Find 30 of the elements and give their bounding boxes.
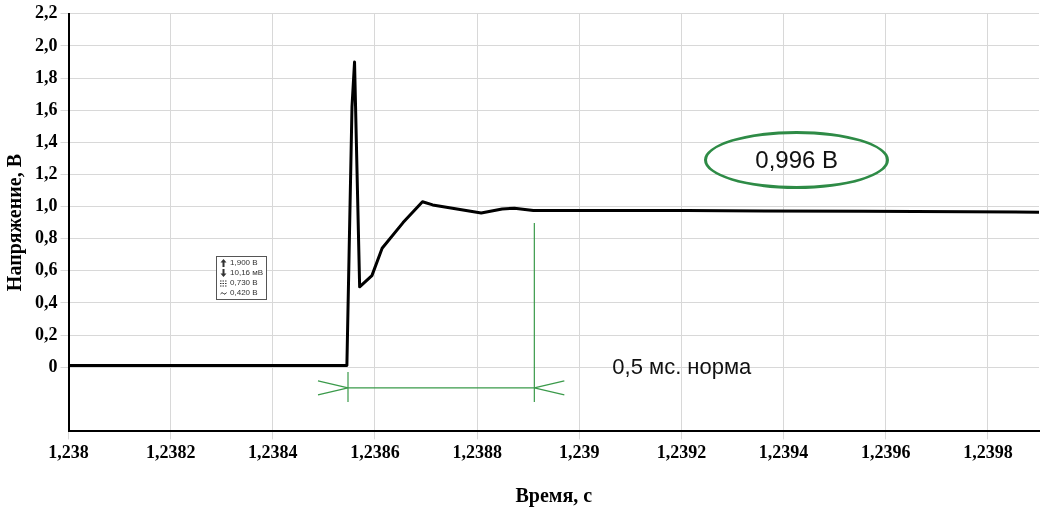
- annotation: 0,420 В: [230, 288, 258, 298]
- y-tick-label: 0,4: [35, 291, 58, 312]
- x-tick-label: 1,238: [48, 441, 89, 462]
- x-tick-label: 1,2394: [758, 441, 809, 462]
- y-tick-label: 1,6: [35, 98, 58, 119]
- x-tick-label: 1,239: [559, 441, 600, 462]
- y-tick-label: 1,2: [35, 163, 58, 184]
- x-tick-label: 1,2386: [350, 441, 400, 462]
- y-tick-label: 0,2: [35, 323, 58, 344]
- annotation: 0,730 В: [230, 278, 258, 288]
- y-tick-label: 0: [48, 355, 58, 376]
- x-tick-label: 1,2396: [861, 441, 911, 462]
- y-tick-label: 2,0: [35, 34, 58, 55]
- y-tick-label: 1,4: [35, 130, 58, 151]
- x-tick-label: 1,2384: [248, 441, 298, 462]
- annotation: 1,900 В: [230, 258, 258, 268]
- y-tick-label: 0,8: [35, 227, 58, 248]
- annotation: 10,16 мВ: [230, 268, 264, 278]
- x-tick-label: 1,2392: [656, 441, 707, 462]
- x-tick-label: 1,2388: [452, 441, 502, 462]
- y-tick-label: 2,2: [35, 2, 58, 23]
- y-tick-label: 0,6: [35, 259, 58, 280]
- y-axis-title: Напряжение, В: [3, 154, 27, 292]
- y-tick-label: 1,8: [35, 66, 58, 87]
- x-tick-label: 1,2382: [145, 441, 196, 462]
- ellipse-outline: 0,996 В: [704, 130, 890, 189]
- x-tick-label: 1,2398: [963, 441, 1013, 462]
- annotation: 0,5 мс. норма: [612, 353, 752, 380]
- x-axis-title: Время, с: [515, 484, 593, 508]
- y-tick-label: 1,0: [35, 195, 58, 216]
